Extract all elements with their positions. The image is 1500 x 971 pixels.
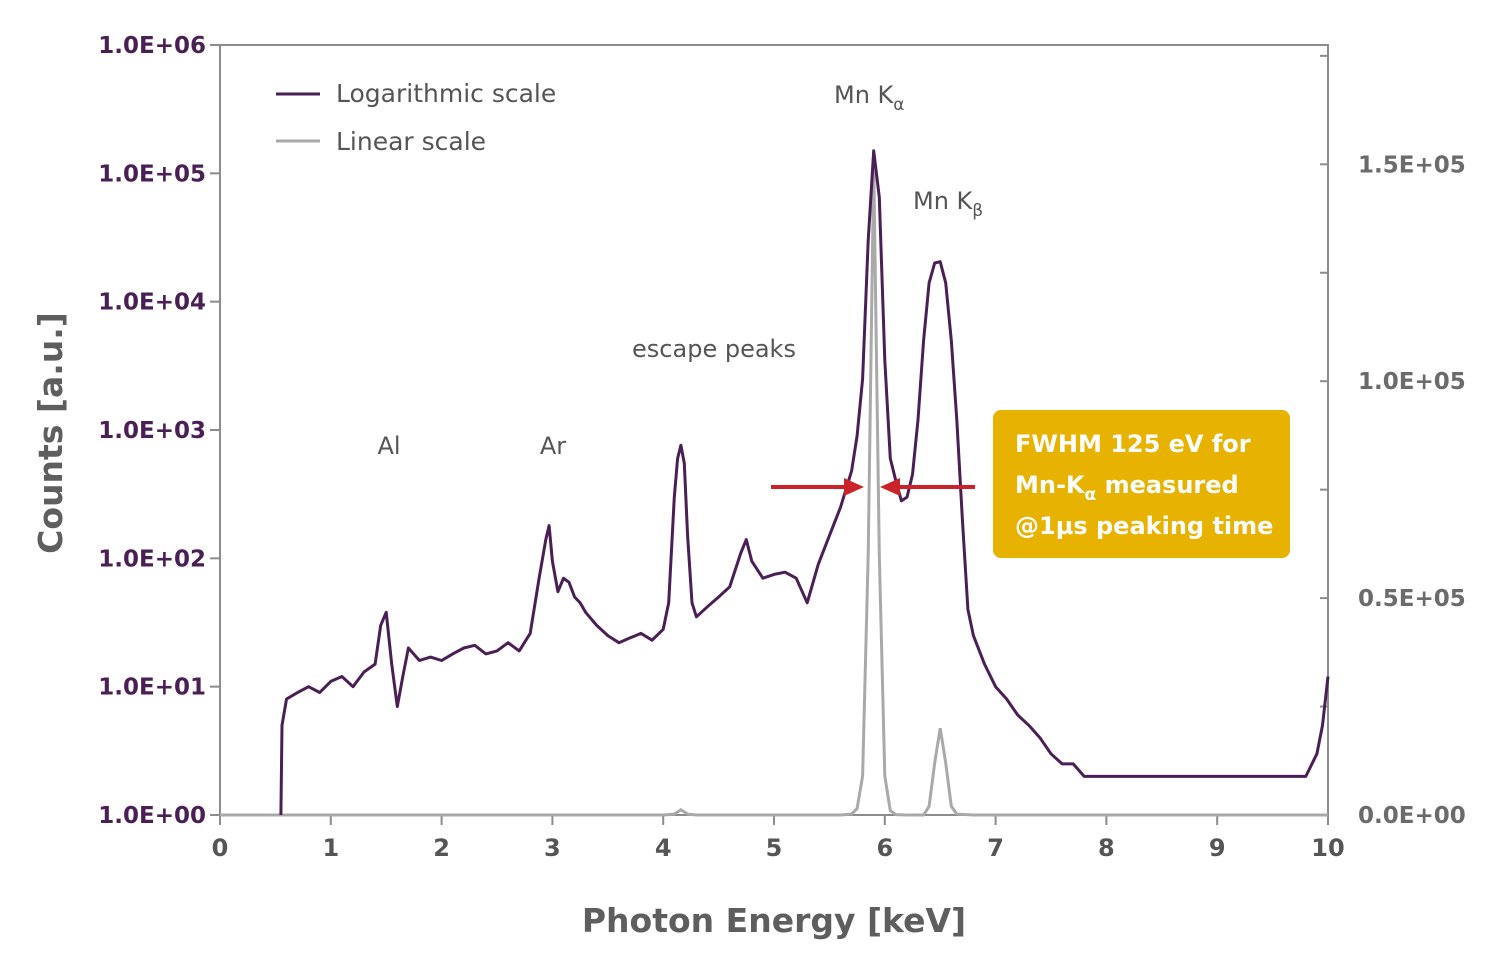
left-y-tick-label: 1.0E+06 [98,33,206,59]
x-tick-label: 0 [212,834,229,862]
left-y-tick-label: 1.0E+03 [98,418,206,444]
callout-line-3: @1µs peaking time [1015,512,1273,540]
callout-line-1: FWHM 125 eV for [1015,430,1251,458]
left-y-tick-label: 1.0E+04 [98,290,206,316]
x-tick-label: 10 [1311,834,1344,862]
fwhm-callout: FWHM 125 eV for Mn-Kα measured @1µs peak… [993,410,1290,558]
x-tick-label: 6 [876,834,893,862]
right-y-tick-label: 0.0E+00 [1358,803,1466,829]
x-tick-label: 4 [655,834,672,862]
right-y-tick-label: 1.5E+05 [1358,152,1466,178]
annotation-mn-ka: Mn Kα [834,81,905,115]
annotation-mn-ka-sub: α [893,95,904,115]
callout-line-2-sub: α [1085,485,1097,505]
x-tick-label: 1 [322,834,339,862]
series-line-linear-scale [220,164,1328,817]
callout-line-2: Mn-Kα measured [1015,471,1239,505]
series-line-logarithmic-scale [279,149,1330,816]
annotation-mn-kb-sub: β [972,201,983,221]
x-tick-label: 9 [1209,834,1226,862]
fwhm-arrows [771,478,975,496]
left-y-tick-label: 1.0E+01 [98,675,206,701]
annotation-mn-kb-main: Mn K [913,187,974,215]
x-axis-title: Photon Energy [keV] [582,901,966,940]
annotation-mn-ka-main: Mn K [834,81,895,109]
left-y-tick-label: 1.0E+02 [98,546,206,572]
x-tick-label: 7 [987,834,1004,862]
legend-label-linear: Linear scale [336,127,486,156]
callout-line-2-prefix: Mn-K [1015,471,1086,499]
annotation-mn-kb: Mn Kβ [913,187,983,221]
annotation-escape-peaks: escape peaks [632,335,796,363]
callout-line-2-suffix: measured [1096,471,1239,499]
x-tick-label: 2 [433,834,450,862]
callout-box [993,410,1290,558]
annotation-al: Al [377,432,400,460]
right-y-tick-label: 0.5E+05 [1358,586,1466,612]
fwhm-arrow-left-head [844,478,864,496]
annotation-ar: Ar [540,432,566,460]
x-tick-label: 8 [1098,834,1115,862]
legend: Logarithmic scale Linear scale [276,79,556,156]
x-tick-label: 5 [766,834,783,862]
right-y-axis: 0.0E+00 0.5E+05 1.0E+05 1.5E+05 [1320,54,1466,829]
left-y-tick-label: 1.0E+05 [98,161,206,187]
right-y-tick-label: 1.0E+05 [1358,369,1466,395]
x-tick-label: 3 [544,834,561,862]
fwhm-arrow-right-head [880,478,900,496]
legend-label-logarithmic: Logarithmic scale [336,79,556,108]
x-axis: 0 1 2 3 4 5 6 7 8 9 10 [212,815,1345,862]
left-y-tick-label: 1.0E+00 [98,803,206,829]
left-y-axis: 1.0E+00 1.0E+01 1.0E+02 1.0E+03 1.0E+04 1.0E+… [98,33,220,829]
y-axis-title: Counts [a.u.] [31,312,70,554]
